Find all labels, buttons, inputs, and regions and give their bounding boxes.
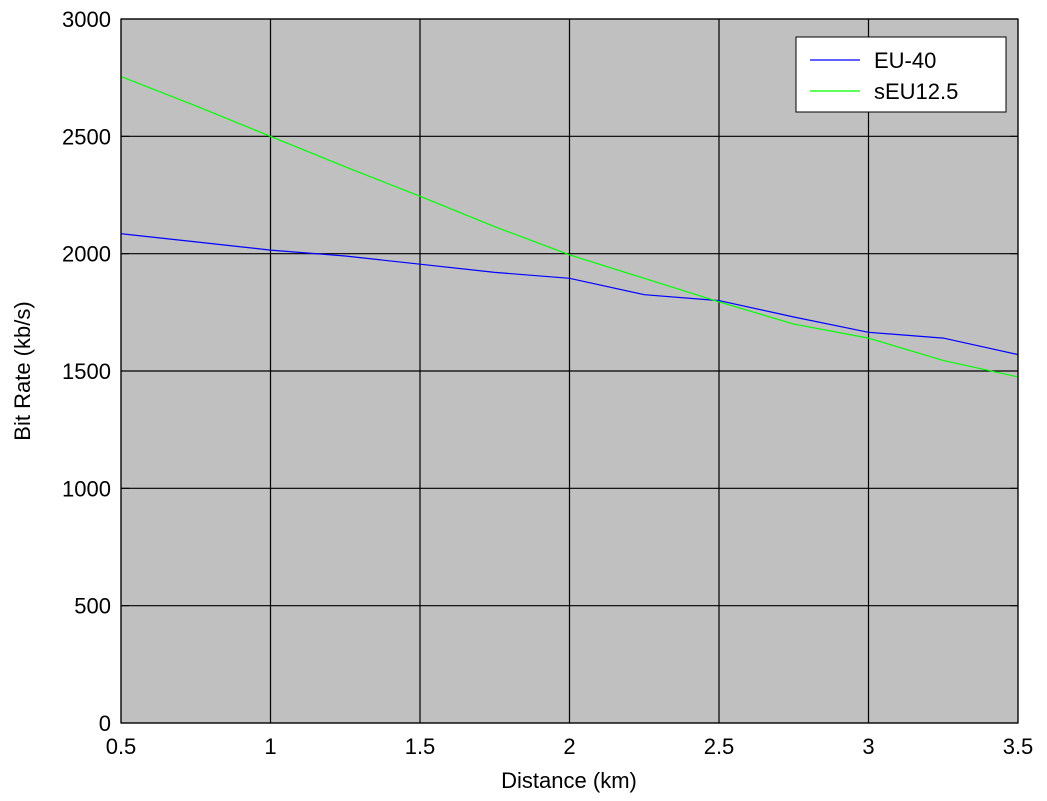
y-tick-label: 500 [74,594,111,619]
axis-ticks [120,18,1019,724]
x-tick-label: 0.5 [106,734,137,759]
x-tick-label: 1 [264,734,276,759]
legend-box [795,36,1007,113]
x-tick-label: 2 [563,734,575,759]
y-axis-title: Bit Rate (kb/s) [10,301,35,440]
series-line-eu-40 [120,233,1019,356]
y-tick-label: 0 [99,711,111,736]
y-tick-label: 3000 [62,7,111,32]
series-layer [120,75,1019,378]
legend: EU-40 sEU12.5 [795,36,1007,113]
legend-label-seu12-5: sEU12.5 [874,79,958,104]
legend-label-eu-40: EU-40 [874,48,936,73]
series-line-seu12-5 [120,75,1019,378]
y-tick-label: 1000 [62,476,111,501]
y-tick-label: 2500 [62,124,111,149]
y-tick-label: 1500 [62,359,111,384]
x-axis-title: Distance (km) [501,768,637,793]
tick-labels: 0.5 1 1.5 2 2.5 3 3.5 0 500 1000 1500 2000 2500 3000 [62,7,1033,759]
x-tick-label: 3.5 [1003,734,1034,759]
x-tick-label: 3 [862,734,874,759]
y-tick-label: 2000 [62,242,111,267]
x-tick-label: 1.5 [405,734,436,759]
x-tick-label: 2.5 [704,734,735,759]
